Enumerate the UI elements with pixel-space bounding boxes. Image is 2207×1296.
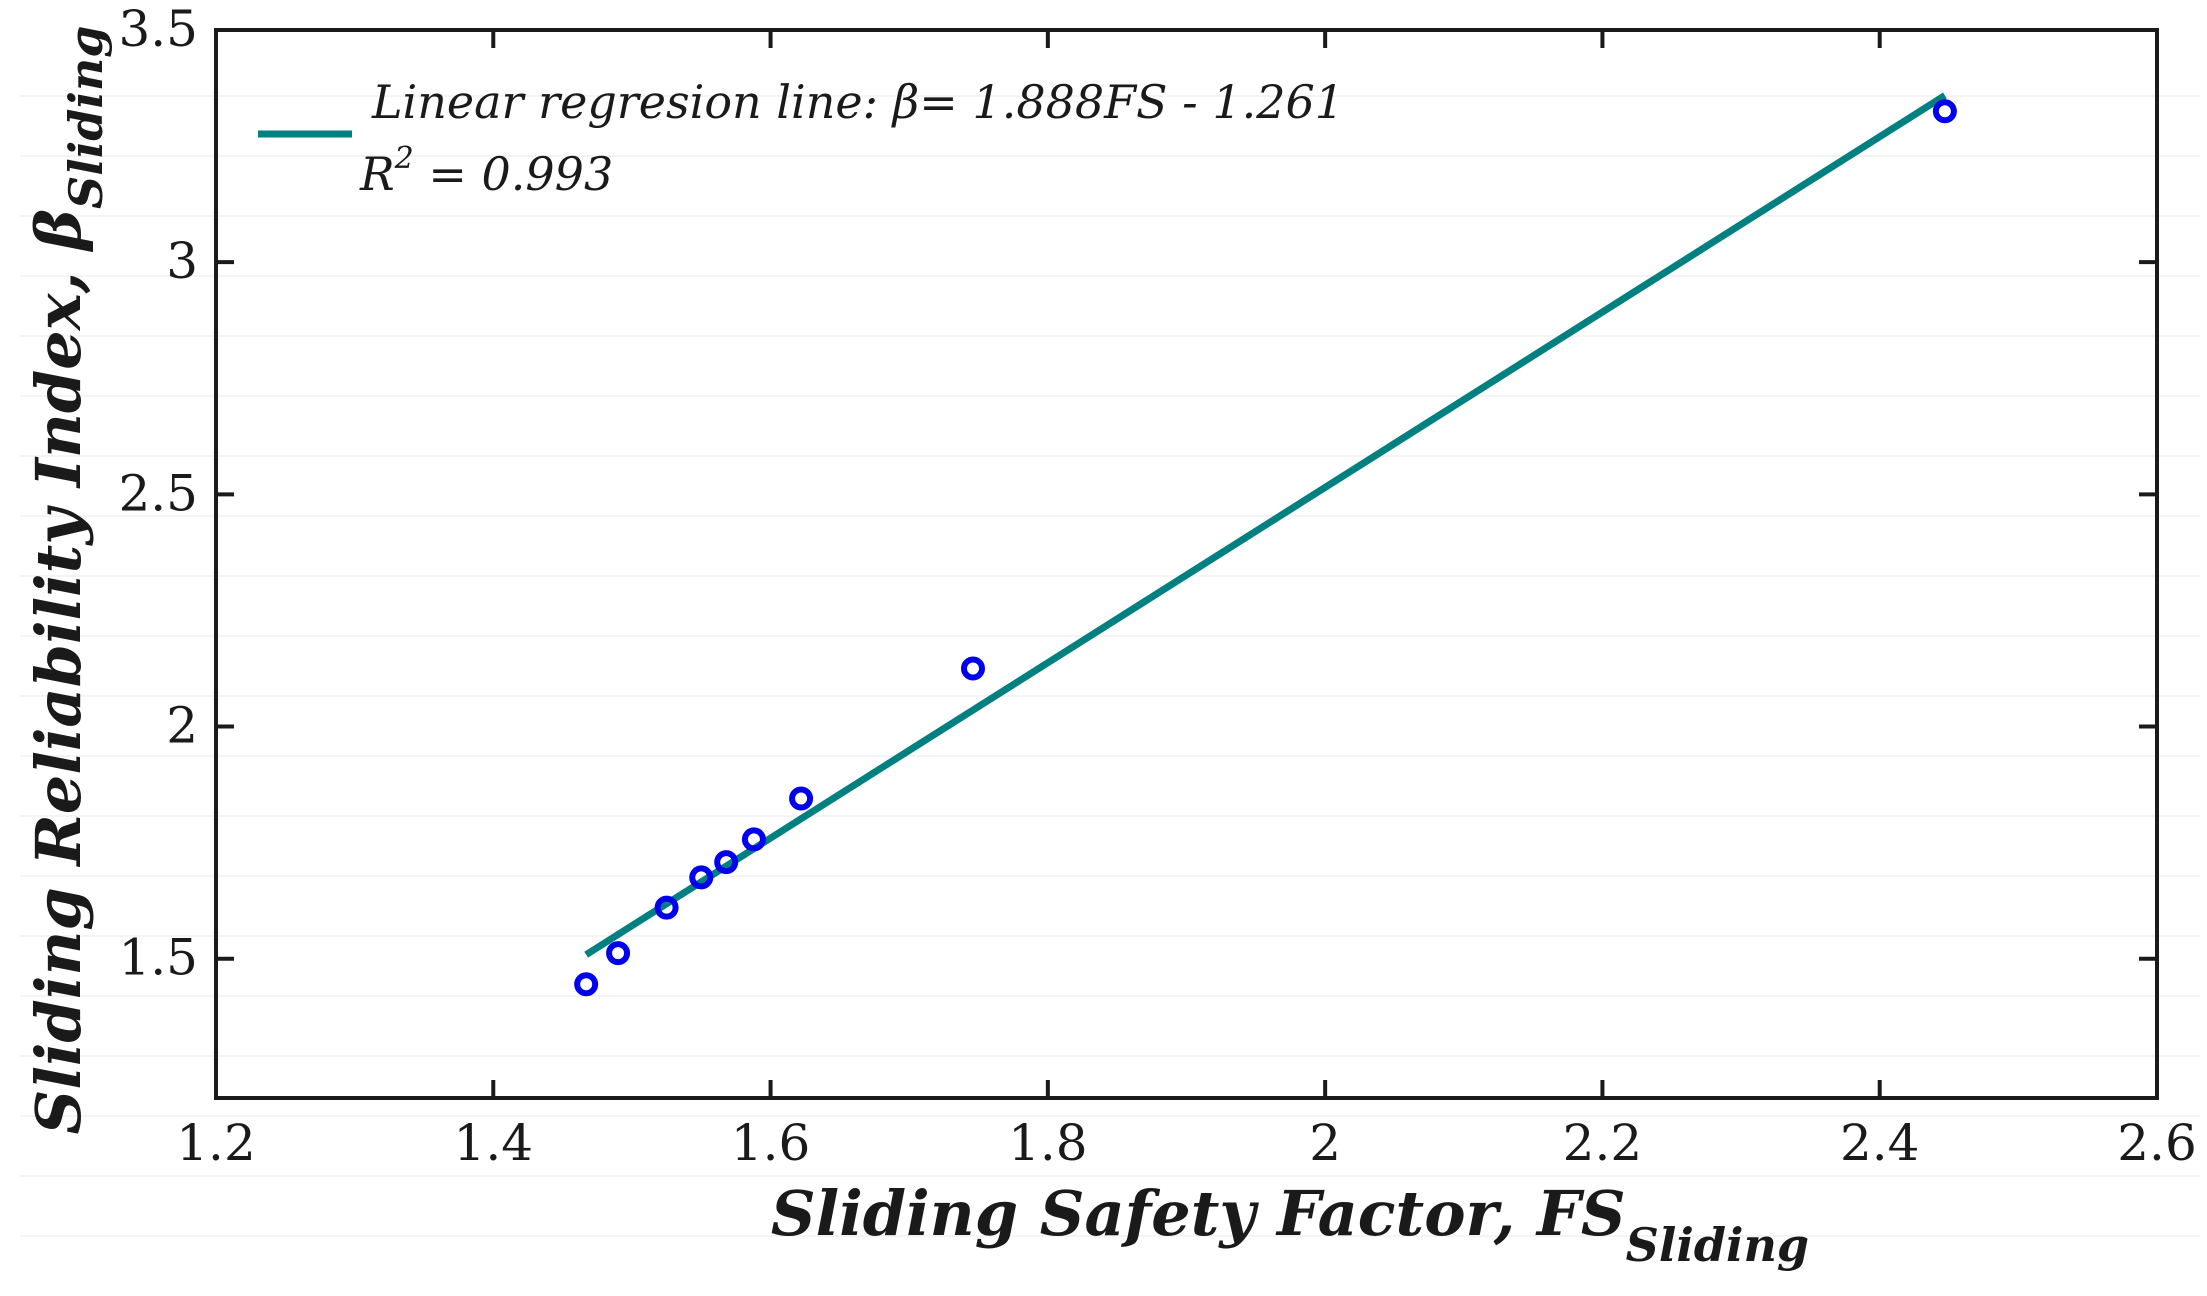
y-tick-label: 3.5 bbox=[118, 0, 198, 58]
x-axis-title-subscript: Sliding bbox=[1626, 1218, 1809, 1272]
y-tick-label: 3 bbox=[166, 232, 198, 290]
data-point bbox=[689, 865, 714, 890]
y-tick-label: 1.5 bbox=[118, 929, 198, 987]
x-axis-tick-labels: 1.2 1.4 1.6 1.8 2 2.2 2.4 2.6 bbox=[176, 1114, 2197, 1172]
x-tick-label: 2.2 bbox=[1563, 1114, 1643, 1172]
scatter-points-group bbox=[574, 99, 1957, 997]
legend-line-label-equation: β= 1.888FS - 1.261 bbox=[891, 75, 1344, 129]
x-tick-label: 1.2 bbox=[176, 1114, 256, 1172]
x-tick-label: 2 bbox=[1309, 1114, 1341, 1172]
y-axis-title-main: Sliding Reliability Index, β bbox=[22, 209, 95, 1135]
data-point bbox=[960, 656, 985, 681]
y-tick-label: 2 bbox=[166, 697, 198, 755]
legend-r2-label: R2 = 0.993 bbox=[359, 141, 613, 201]
x-axis-title: Sliding Safety Factor, FSSliding bbox=[771, 1177, 1809, 1272]
x-tick-label: 2.6 bbox=[2117, 1114, 2197, 1172]
data-point bbox=[606, 941, 631, 966]
data-point bbox=[1932, 99, 1957, 124]
x-tick-label: 1.6 bbox=[731, 1114, 811, 1172]
legend-r2-superscript: 2 bbox=[394, 141, 414, 176]
data-point bbox=[741, 827, 766, 852]
x-tick-label: 1.8 bbox=[1008, 1114, 1088, 1172]
legend: Linear regresion line: β= 1.888FS - 1.26… bbox=[258, 75, 1344, 201]
y-axis-ticks bbox=[216, 28, 2157, 961]
y-axis-title: Sliding Reliability Index, βSliding bbox=[22, 26, 113, 1135]
legend-line-label: Linear regresion line: β= 1.888FS - 1.26… bbox=[371, 75, 1344, 129]
x-axis-ticks bbox=[214, 30, 2159, 1098]
x-tick-label: 1.4 bbox=[454, 1114, 534, 1172]
data-point bbox=[714, 850, 739, 875]
regression-line-group bbox=[584, 92, 1947, 958]
y-axis-title-subscript: Sliding bbox=[59, 26, 113, 209]
data-point bbox=[654, 895, 679, 920]
x-tick-label: 2.4 bbox=[1840, 1114, 1920, 1172]
data-point bbox=[574, 972, 599, 997]
faint-horizontal-lines bbox=[20, 95, 2200, 1237]
legend-r2-value: = 0.993 bbox=[414, 147, 613, 201]
y-axis-tick-labels: 1.5 2 2.5 3 3.5 bbox=[118, 0, 198, 987]
x-axis-title-main: Sliding Safety Factor, FS bbox=[771, 1177, 1626, 1250]
y-tick-label: 2.5 bbox=[118, 464, 198, 522]
legend-line-label-prefix: Linear regresion line: bbox=[371, 75, 893, 129]
data-point bbox=[789, 786, 814, 811]
regression-line bbox=[584, 92, 1947, 958]
legend-r2-prefix: R bbox=[359, 147, 395, 201]
plot-area-frame bbox=[214, 28, 2159, 1100]
